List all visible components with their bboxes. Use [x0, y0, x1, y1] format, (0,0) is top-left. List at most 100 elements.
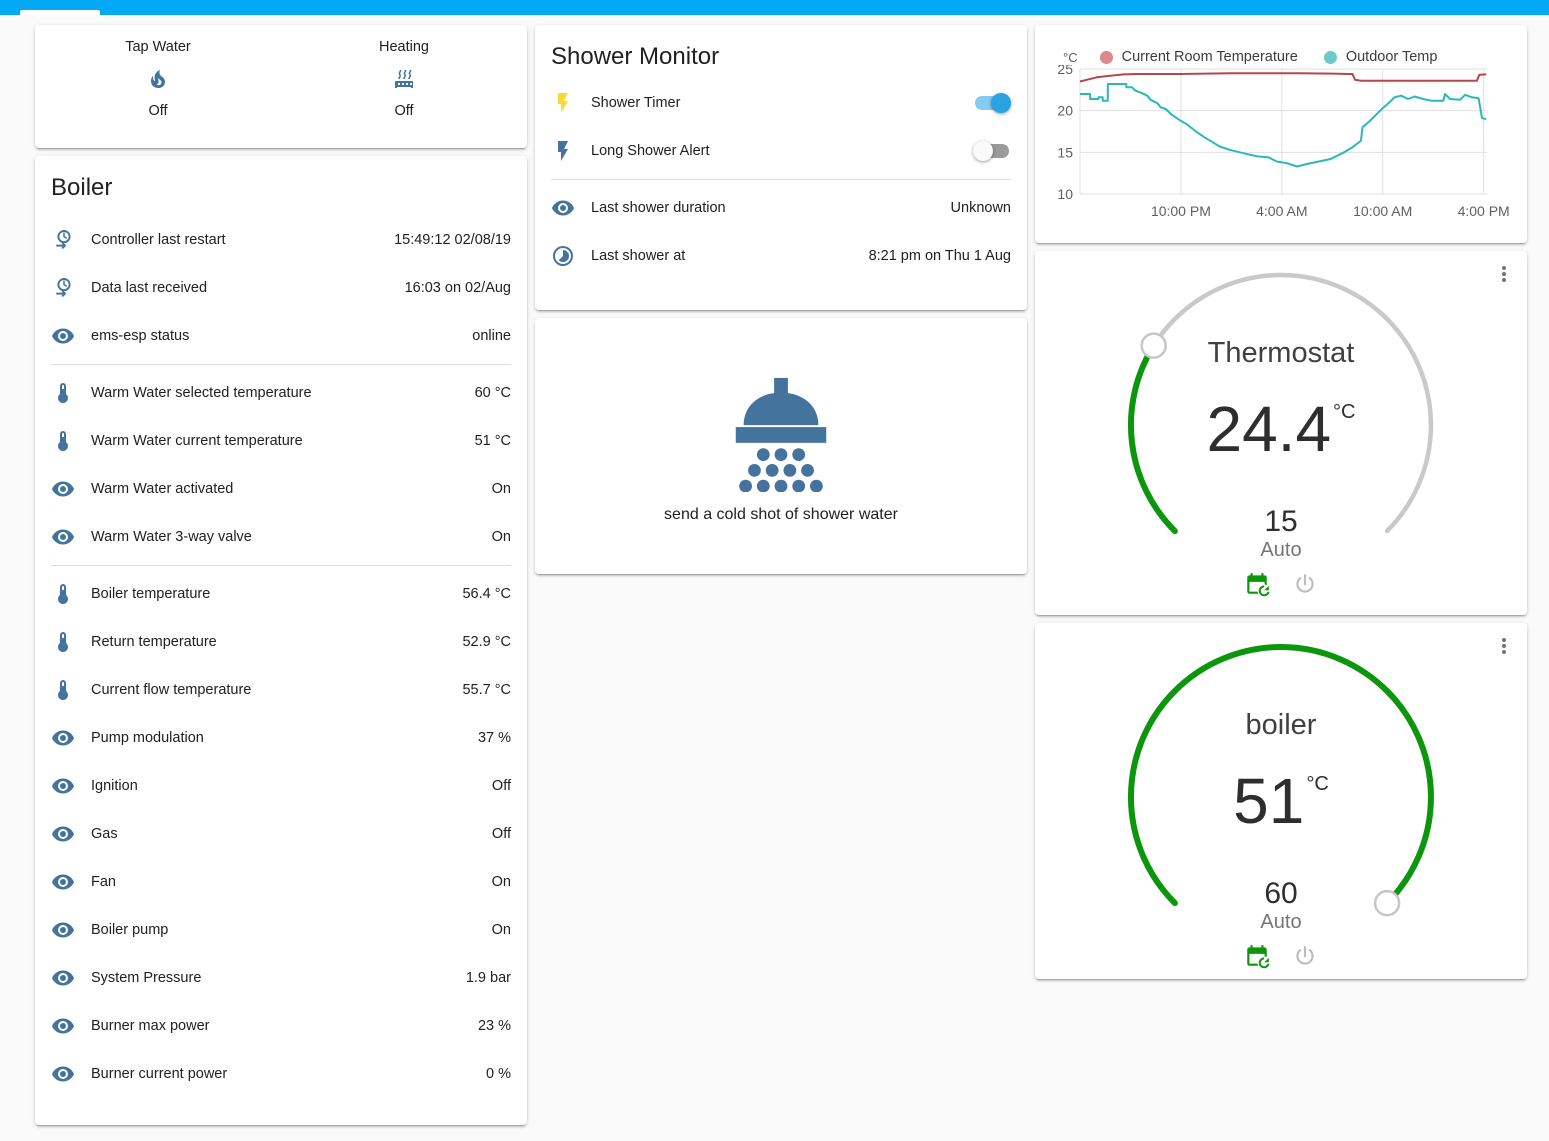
legend-item[interactable]: Outdoor Temp — [1323, 49, 1437, 65]
power-icon[interactable] — [1292, 571, 1318, 597]
timelapse-icon — [551, 244, 575, 268]
thermometer-icon — [51, 630, 75, 654]
flash-icon — [551, 91, 575, 115]
entity-row[interactable]: Burner max power 23 % — [51, 1002, 511, 1050]
entity-row[interactable]: Current flow temperature 55.7 °C — [51, 666, 511, 714]
eye-icon — [51, 726, 75, 750]
svg-text:10:00 PM: 10:00 PM — [1151, 203, 1211, 219]
tap-water-label: Tap Water — [125, 39, 191, 55]
entity-row[interactable]: Return temperature 52.9 °C — [51, 618, 511, 666]
clock-restart-icon — [51, 276, 75, 300]
entity-value: 55.7 °C — [462, 682, 511, 698]
entity-row[interactable]: ems-esp status online — [51, 312, 511, 360]
fire-icon — [146, 67, 170, 91]
entity-row[interactable]: Warm Water 3-way valve On — [51, 513, 511, 561]
entity-row[interactable]: Fan On — [51, 858, 511, 906]
radiator-icon — [392, 67, 416, 91]
thermostat-current-temperature: 24.4 °C — [1121, 397, 1441, 461]
toggle-switch[interactable] — [973, 93, 1011, 113]
eye-icon — [51, 918, 75, 942]
divider — [51, 364, 511, 365]
active-tab-indicator[interactable] — [20, 10, 100, 15]
shower-monitor-rows: Shower Timer Long Shower Alert Last shower… — [535, 77, 1027, 290]
shower-action-card[interactable]: send a cold shot of shower water — [535, 318, 1027, 574]
entity-label: Controller last restart — [91, 232, 226, 248]
column-left: Tap Water Off Heating Off Boiler Control… — [35, 25, 527, 1125]
entity-value: 0 % — [486, 1066, 511, 1082]
chart-unit-label: °C — [1063, 49, 1078, 65]
tap-water-state: Off — [148, 103, 168, 119]
entity-label: Last shower duration — [591, 200, 726, 216]
boiler-target-temperature: 60 — [1264, 877, 1298, 910]
entity-row[interactable]: System Pressure 1.9 bar — [51, 954, 511, 1002]
calendar-refresh-icon[interactable] — [1244, 571, 1270, 597]
svg-text:4:00 AM: 4:00 AM — [1256, 203, 1307, 219]
legend-item[interactable]: Current Room Temperature — [1099, 49, 1298, 65]
boiler-card-title: Boiler — [51, 174, 113, 201]
eye-icon — [51, 870, 75, 894]
thermostat-current-value: 24.4 — [1206, 393, 1332, 465]
entity-label: System Pressure — [91, 970, 202, 986]
entity-label: Burner current power — [91, 1066, 228, 1082]
power-icon[interactable] — [1292, 943, 1318, 969]
eye-icon — [51, 966, 75, 990]
entity-value: 15:49:12 02/08/19 — [394, 232, 511, 248]
boiler-gauge-arc[interactable] — [1121, 637, 1441, 937]
boiler-mode: Auto — [1260, 911, 1302, 933]
eye-icon — [51, 774, 75, 798]
glance-item-heating[interactable]: Heating Off — [281, 37, 527, 134]
boiler-current-value: 51 — [1233, 765, 1305, 837]
entity-row[interactable]: Data last received 16:03 on 02/Aug — [51, 264, 511, 312]
thermostat-target-temperature: 15 — [1264, 505, 1298, 538]
entity-row[interactable]: Long Shower Alert — [551, 127, 1011, 175]
boiler-entities-card: Boiler Controller last restart 15:49:12 0… — [35, 156, 527, 1125]
entity-label: Long Shower Alert — [591, 143, 710, 159]
entity-value: 23 % — [477, 1018, 511, 1034]
entity-label: Warm Water activated — [91, 481, 234, 497]
entity-value: Off — [491, 778, 511, 794]
toggle-switch[interactable] — [973, 141, 1011, 161]
thermostat-mode: Auto — [1260, 539, 1302, 561]
entity-label: Ignition — [91, 778, 138, 794]
entity-row[interactable]: Ignition Off — [51, 762, 511, 810]
entity-value: 51 °C — [474, 433, 511, 449]
dashboard: Tap Water Off Heating Off Boiler Control… — [0, 15, 1549, 1125]
entity-row[interactable]: Warm Water selected temperature 60 °C — [51, 369, 511, 417]
entity-row[interactable]: Boiler pump On — [51, 906, 511, 954]
calendar-refresh-icon[interactable] — [1244, 943, 1270, 969]
entity-row[interactable]: Warm Water current temperature 51 °C — [51, 417, 511, 465]
history-chart: 25 20 15 10 10:00 PM 4:00 AM 10:00 AM 4:00 PM — [1057, 61, 1509, 219]
kebab-menu-icon[interactable] — [1495, 263, 1513, 285]
entity-label: Data last received — [91, 280, 208, 296]
eye-icon — [51, 822, 75, 846]
divider — [551, 179, 1011, 180]
entity-row[interactable]: Shower Timer — [551, 79, 1011, 127]
entity-value: 60 °C — [474, 385, 511, 401]
entity-row[interactable]: Last shower duration Unknown — [551, 184, 1011, 232]
glance-item-tap-water[interactable]: Tap Water Off — [35, 37, 281, 134]
entity-label: Boiler temperature — [91, 586, 211, 602]
thermometer-icon — [51, 381, 75, 405]
thermostat-buttons — [1121, 571, 1441, 597]
boiler-gauge-title: boiler — [1245, 709, 1317, 741]
entity-value: 16:03 on 02/Aug — [404, 280, 511, 296]
kebab-menu-icon[interactable] — [1495, 635, 1513, 657]
heating-label: Heating — [379, 39, 429, 55]
entity-value: 56.4 °C — [462, 586, 511, 602]
entity-row[interactable]: Controller last restart 15:49:12 02/08/19 — [51, 216, 511, 264]
entity-row[interactable]: Boiler temperature 56.4 °C — [51, 570, 511, 618]
thermostat-gauge-arc[interactable] — [1121, 265, 1441, 565]
boiler-unit: °C — [1306, 773, 1329, 795]
entity-row[interactable]: Warm Water activated On — [51, 465, 511, 513]
entity-row[interactable]: Last shower at 8:21 pm on Thu 1 Aug — [551, 232, 1011, 280]
entity-label: Boiler pump — [91, 922, 169, 938]
legend-dot — [1323, 50, 1337, 64]
entity-value: On — [491, 529, 511, 545]
entity-row[interactable]: Burner current power 0 % — [51, 1050, 511, 1098]
entity-label: Warm Water selected temperature — [91, 385, 312, 401]
entity-row[interactable]: Gas Off — [51, 810, 511, 858]
column-middle: Shower Monitor Shower Timer Long Shower A… — [535, 25, 1027, 1125]
eye-icon — [51, 324, 75, 348]
entity-row[interactable]: Pump modulation 37 % — [51, 714, 511, 762]
thermometer-icon — [51, 582, 75, 606]
